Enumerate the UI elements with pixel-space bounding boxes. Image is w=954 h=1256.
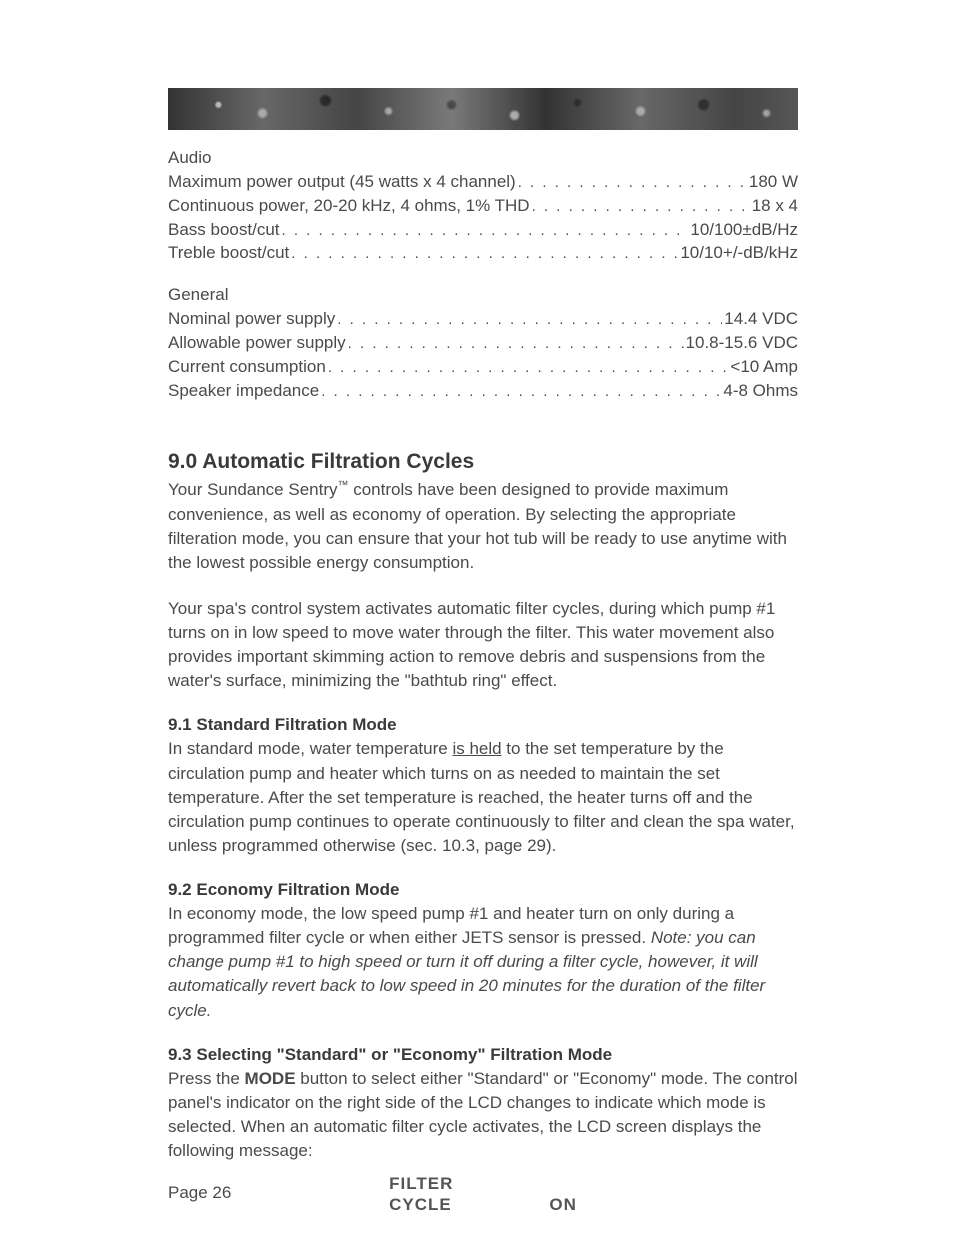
spec-value: 10/100±dB/Hz: [690, 218, 798, 242]
subsection-heading-9-2: 9.2 Economy Filtration Mode: [168, 880, 798, 900]
text-fragment: In standard mode, water temperature: [168, 739, 452, 758]
spec-value: 18 x 4: [752, 194, 798, 218]
subsection-9-3-body: Press the MODE button to select either "…: [168, 1067, 798, 1164]
text-fragment: Your Sundance Sentry: [168, 480, 338, 499]
spec-section-audio: Audio Maximum power output (45 watts x 4…: [168, 148, 798, 265]
section-heading-9: 9.0 Automatic Filtration Cycles: [168, 450, 798, 474]
leader-dots: [337, 307, 722, 331]
leader-dots: [321, 379, 721, 403]
spec-label: Bass boost/cut: [168, 218, 280, 242]
subsection-heading-9-3: 9.3 Selecting "Standard" or "Economy" Fi…: [168, 1045, 798, 1065]
spec-label: Nominal power supply: [168, 307, 335, 331]
spec-heading-general: General: [168, 285, 798, 305]
spec-label: Continuous power, 20-20 kHz, 4 ohms, 1% …: [168, 194, 530, 218]
spec-value: <10 Amp: [730, 355, 798, 379]
spec-row: Bass boost/cut 10/100±dB/Hz: [168, 218, 798, 242]
document-page: Audio Maximum power output (45 watts x 4…: [0, 0, 954, 1256]
spec-label: Speaker impedance: [168, 379, 319, 403]
leader-dots: [532, 194, 750, 218]
lcd-message-block: FILTER CYCLE ON: [168, 1173, 798, 1216]
spec-label: Treble boost/cut: [168, 241, 289, 265]
lcd-left-column: FILTER CYCLE: [389, 1173, 453, 1216]
lcd-line-1: FILTER: [389, 1173, 453, 1194]
leader-dots: [348, 331, 684, 355]
leader-dots: [518, 170, 747, 194]
spec-label: Allowable power supply: [168, 331, 346, 355]
spec-section-general: General Nominal power supply 14.4 VDC Al…: [168, 285, 798, 402]
trademark-symbol: ™: [338, 480, 349, 492]
lcd-line-2: CYCLE: [389, 1194, 453, 1215]
spec-label: Current consumption: [168, 355, 326, 379]
spec-row: Allowable power supply 10.8-15.6 VDC: [168, 331, 798, 355]
header-banner-image: [168, 88, 798, 130]
text-fragment: In economy mode, the low speed pump #1 a…: [168, 904, 734, 947]
intro-paragraph-2: Your spa's control system activates auto…: [168, 597, 798, 694]
mode-button-label: MODE: [245, 1069, 296, 1088]
subsection-heading-9-1: 9.1 Standard Filtration Mode: [168, 715, 798, 735]
leader-dots: [328, 355, 729, 379]
spec-heading-audio: Audio: [168, 148, 798, 168]
spec-row: Treble boost/cut 10/10+/-dB/kHz: [168, 241, 798, 265]
spec-value: 10.8-15.6 VDC: [686, 331, 798, 355]
subsection-9-2-body: In economy mode, the low speed pump #1 a…: [168, 902, 798, 1023]
page-number: Page 26: [168, 1183, 231, 1203]
spec-value: 4-8 Ohms: [723, 379, 798, 403]
spec-row: Continuous power, 20-20 kHz, 4 ohms, 1% …: [168, 194, 798, 218]
lcd-right-column: ON: [549, 1194, 577, 1215]
spec-row: Nominal power supply 14.4 VDC: [168, 307, 798, 331]
spec-label: Maximum power output (45 watts x 4 chann…: [168, 170, 516, 194]
underlined-text: is held: [452, 739, 501, 758]
spec-row: Speaker impedance 4-8 Ohms: [168, 379, 798, 403]
leader-dots: [291, 241, 678, 265]
spec-value: 10/10+/-dB/kHz: [680, 241, 798, 265]
spec-value: 180 W: [749, 170, 798, 194]
subsection-9-1-body: In standard mode, water temperature is h…: [168, 737, 798, 858]
intro-paragraph-1: Your Sundance Sentry™ controls have been…: [168, 478, 798, 575]
spec-row: Current consumption <10 Amp: [168, 355, 798, 379]
spec-value: 14.4 VDC: [724, 307, 798, 331]
spec-row: Maximum power output (45 watts x 4 chann…: [168, 170, 798, 194]
leader-dots: [282, 218, 689, 242]
text-fragment: Press the: [168, 1069, 245, 1088]
